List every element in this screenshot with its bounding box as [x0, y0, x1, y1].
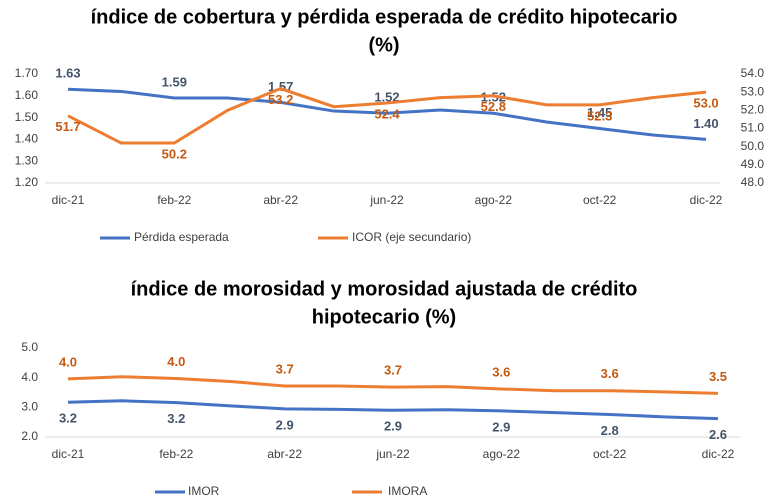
- y-tick-label: 1.70: [15, 66, 39, 80]
- x-tick-label: ago-22: [475, 193, 513, 207]
- series-line: [67, 87, 707, 141]
- y2-tick-label: 49.0: [741, 157, 765, 171]
- x-tick-label: oct-22: [583, 193, 617, 207]
- y2-tick-label: 53.0: [741, 84, 765, 98]
- legend-label: Pérdida esperada: [134, 230, 229, 244]
- chart-title: índice de morosidad y morosidad ajustada…: [131, 278, 638, 300]
- series-line: [67, 86, 707, 145]
- data-label: 2.6: [709, 427, 727, 442]
- y2-tick-label: 51.0: [741, 121, 765, 135]
- chart-title: (%): [368, 34, 399, 56]
- x-tick-label: jun-22: [369, 193, 404, 207]
- legend-label: IMOR: [188, 484, 220, 498]
- series-line: [67, 375, 719, 395]
- data-label: 1.63: [55, 66, 80, 81]
- data-label: 3.6: [492, 364, 510, 379]
- x-tick-label: dic-22: [702, 447, 735, 461]
- data-label: 3.2: [167, 411, 185, 426]
- y-tick-label: 4.0: [21, 370, 38, 384]
- data-label: 52.4: [374, 107, 400, 122]
- y-tick-label: 1.30: [15, 153, 39, 167]
- data-label: 53.2: [268, 92, 293, 107]
- x-tick-label: abr-22: [267, 447, 302, 461]
- data-label: 2.9: [276, 417, 294, 432]
- y-tick-label: 1.60: [15, 88, 39, 102]
- y-tick-label: 1.20: [15, 175, 39, 189]
- data-label: 4.0: [167, 354, 185, 369]
- x-tick-label: abr-22: [263, 193, 298, 207]
- y2-tick-label: 54.0: [741, 66, 765, 80]
- chart-title: hipotecario (%): [312, 306, 456, 328]
- data-label: 52.3: [587, 108, 612, 123]
- series-line: [67, 399, 719, 421]
- x-tick-label: feb-22: [157, 193, 191, 207]
- data-label: 1.45: [587, 105, 612, 120]
- x-tick-label: dic-21: [52, 447, 85, 461]
- data-label: 53.0: [693, 96, 718, 111]
- data-label: 2.8: [601, 423, 619, 438]
- legend-label: ICOR (eje secundario): [352, 230, 471, 244]
- data-label: 3.2: [59, 411, 77, 426]
- legend-label: IMORA: [388, 484, 427, 498]
- data-label: 3.7: [276, 361, 294, 376]
- chart-title: índice de cobertura y pérdida esperada d…: [91, 6, 678, 28]
- data-label: 4.0: [59, 354, 77, 369]
- data-label: 3.7: [384, 363, 402, 378]
- data-label: 3.5: [709, 369, 727, 384]
- x-tick-label: jun-22: [375, 447, 410, 461]
- data-label: 1.40: [693, 116, 718, 131]
- x-tick-label: dic-22: [690, 193, 723, 207]
- data-label: 51.7: [55, 119, 80, 134]
- x-tick-label: ago-22: [483, 447, 521, 461]
- y-tick-label: 5.0: [21, 340, 38, 354]
- y-tick-label: 1.50: [15, 110, 39, 124]
- data-label: 1.59: [162, 74, 187, 89]
- x-tick-label: dic-21: [52, 193, 85, 207]
- y-tick-label: 1.40: [15, 132, 39, 146]
- y-tick-label: 2.0: [21, 429, 38, 443]
- y-tick-label: 3.0: [21, 400, 38, 414]
- data-label: 52.8: [481, 99, 506, 114]
- data-label: 50.2: [162, 146, 187, 161]
- data-label: 3.6: [601, 366, 619, 381]
- x-tick-label: feb-22: [159, 447, 193, 461]
- y2-tick-label: 48.0: [741, 175, 765, 189]
- y2-tick-label: 52.0: [741, 103, 765, 117]
- y2-tick-label: 50.0: [741, 139, 765, 153]
- data-label: 2.9: [384, 419, 402, 434]
- x-tick-label: oct-22: [593, 447, 627, 461]
- data-label: 2.9: [492, 419, 510, 434]
